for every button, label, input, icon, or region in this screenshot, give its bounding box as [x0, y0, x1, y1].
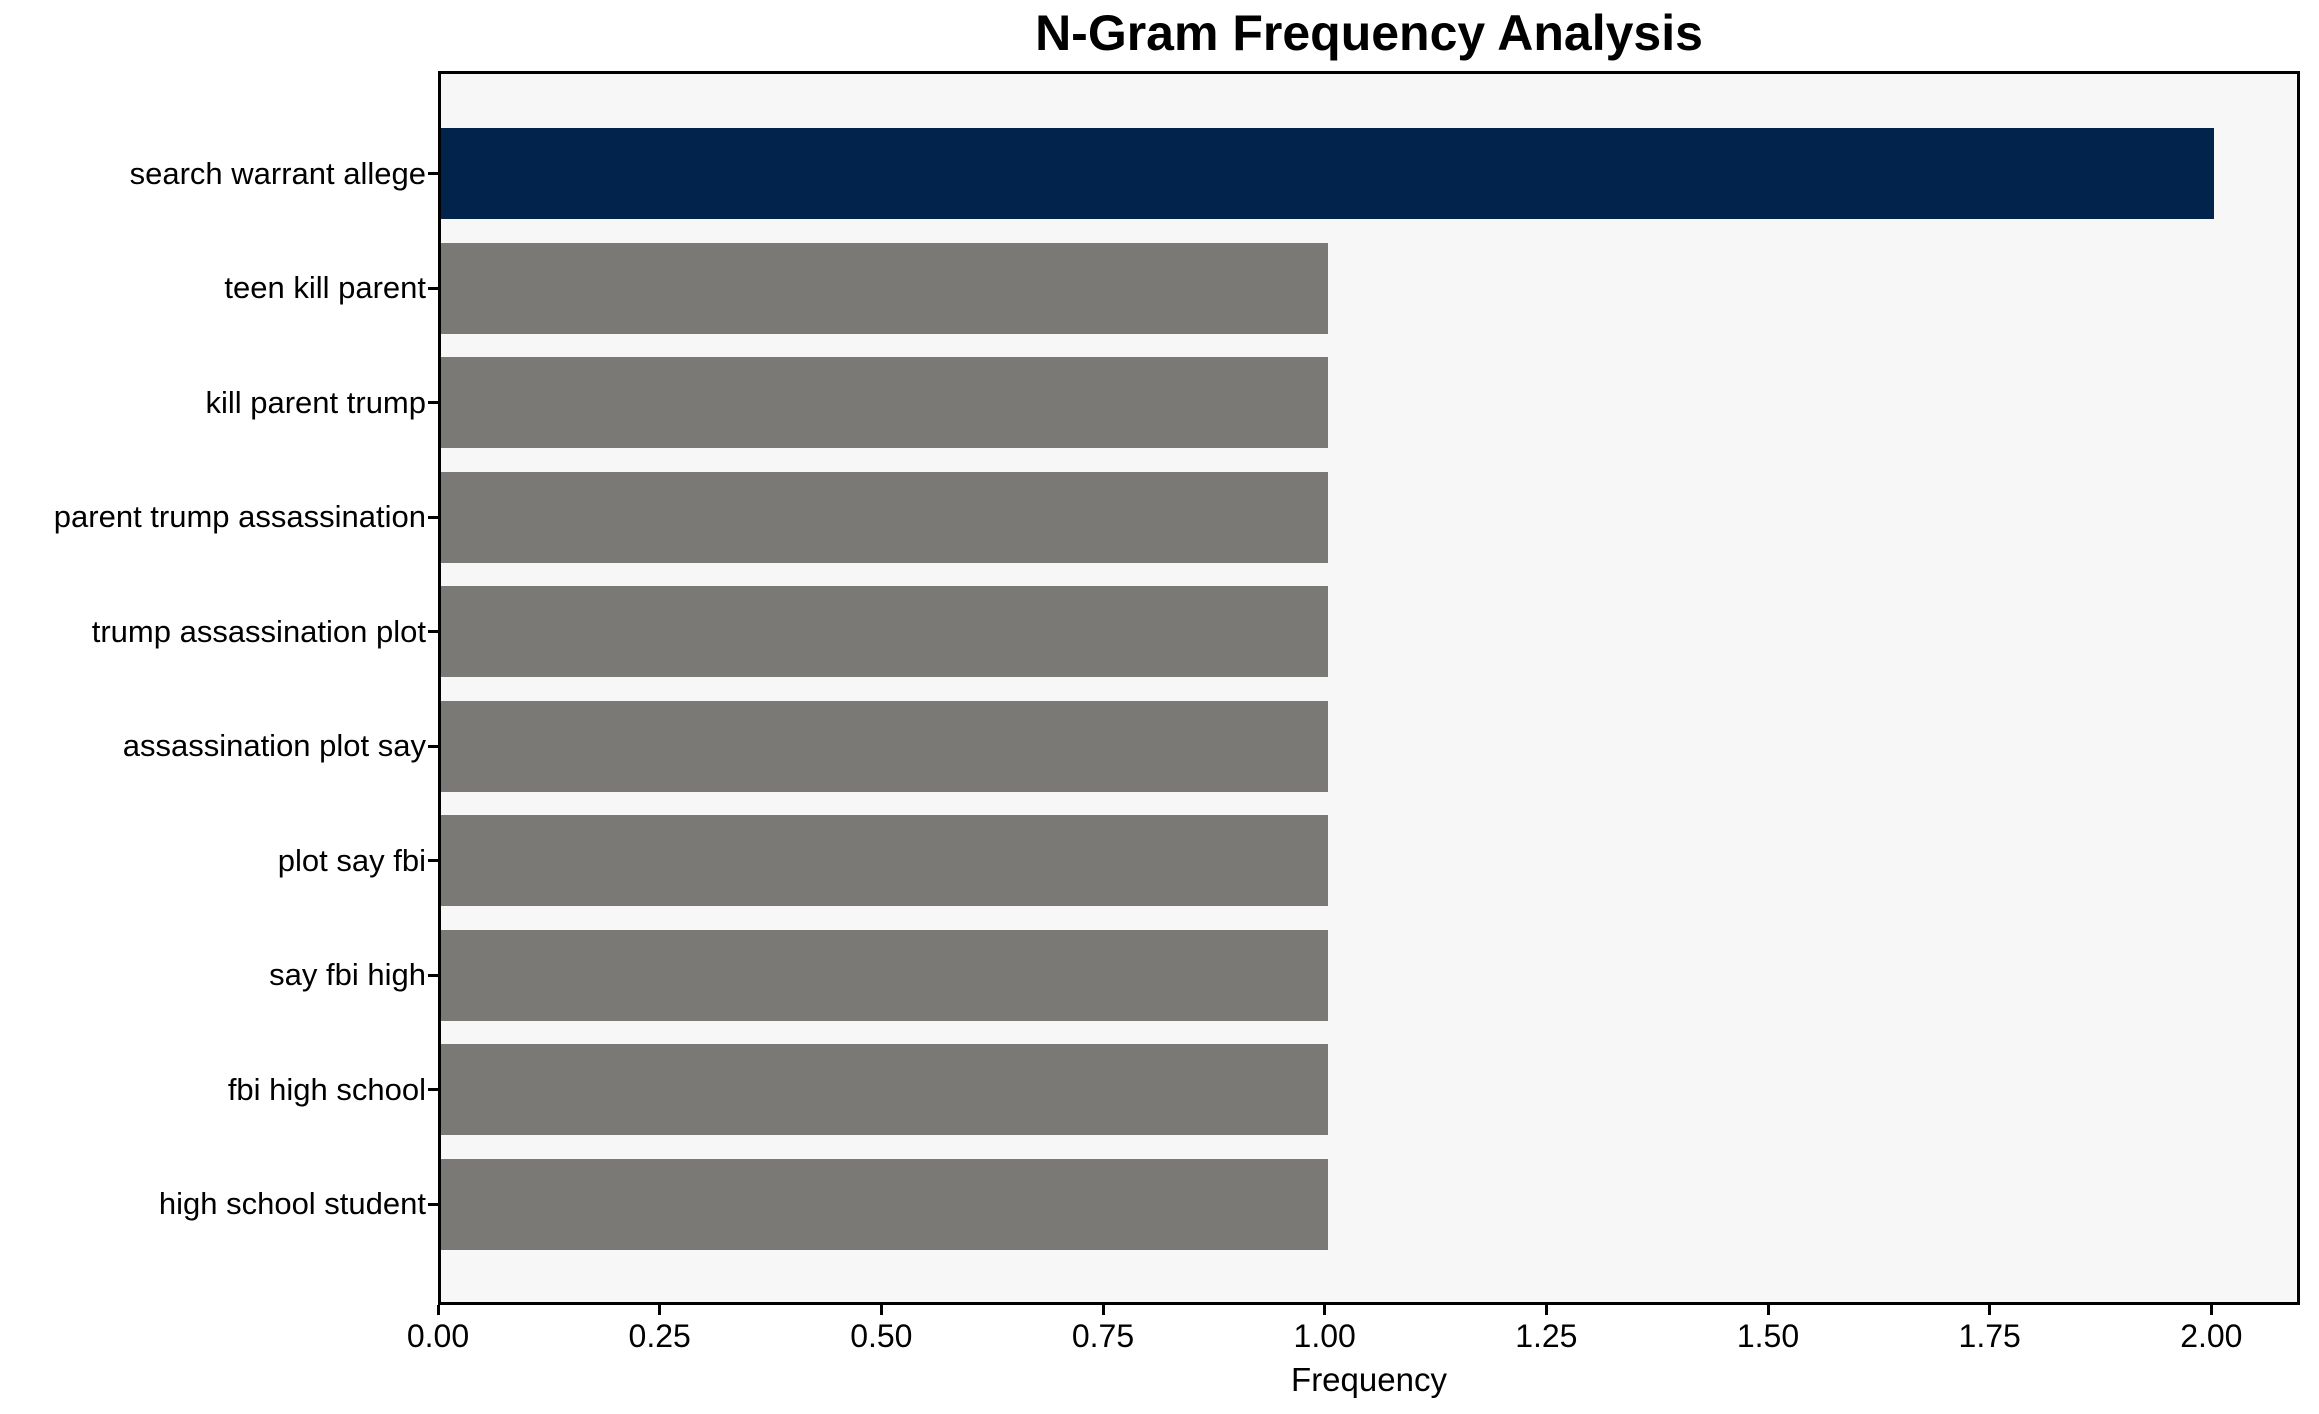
x-tick-label: 0.75 — [1071, 1318, 1135, 1354]
x-tick-label: 1.50 — [1736, 1318, 1800, 1354]
y-axis-label: say fbi high — [269, 957, 426, 992]
y-axis-label: plot say fbi — [277, 842, 426, 878]
x-tick-label: 1.75 — [1958, 1318, 2021, 1354]
x-tick — [1766, 1305, 1770, 1315]
x-tick — [2209, 1305, 2213, 1315]
bar-search-warrant-allege — [441, 128, 2214, 219]
y-tick — [428, 630, 438, 633]
x-tick — [436, 1305, 440, 1315]
bar-teen-kill-parent — [441, 242, 1328, 334]
y-tick — [428, 1088, 438, 1091]
y-tick — [428, 744, 438, 748]
y-tick — [428, 286, 438, 290]
y-axis-label: kill parent trump — [205, 384, 426, 420]
x-tick-label: 1.00 — [1293, 1318, 1356, 1354]
y-tick — [428, 401, 438, 404]
y-tick — [428, 859, 438, 862]
y-tick — [428, 1202, 438, 1206]
x-tick — [879, 1305, 883, 1315]
plot-area — [438, 71, 2300, 1305]
x-tick — [1101, 1305, 1105, 1315]
x-tick-label: 2.00 — [2180, 1318, 2243, 1354]
y-axis-label: high school student — [158, 1186, 426, 1221]
x-tick-label: 1.25 — [1515, 1318, 1578, 1354]
x-tick-label: 0.25 — [628, 1318, 691, 1354]
x-tick — [1988, 1305, 1992, 1315]
bar-parent-trump-assassination — [441, 471, 1328, 563]
x-axis-label: Frequency — [1291, 1361, 1447, 1398]
y-axis-label: trump assassination plot — [91, 613, 426, 649]
y-tick — [428, 515, 438, 519]
y-tick — [428, 973, 438, 977]
y-axis-label: parent trump assassination — [53, 499, 426, 534]
y-axis-label: search warrant allege — [129, 155, 426, 191]
x-tick — [1544, 1305, 1548, 1315]
chart-title: N-Gram Frequency Analysis — [1035, 5, 1703, 61]
x-tick — [658, 1305, 662, 1315]
x-tick — [1323, 1305, 1327, 1315]
x-tick-label: 0.00 — [406, 1318, 470, 1354]
bar-say-fbi-high — [441, 929, 1328, 1021]
bar-high-school-student — [441, 1158, 1328, 1250]
x-tick-label: 0.50 — [850, 1318, 913, 1354]
bar-fbi-high-school — [441, 1044, 1328, 1135]
bar-assassination-plot-say — [441, 700, 1328, 792]
bar-plot-say-fbi — [441, 815, 1328, 906]
y-axis-label: assassination plot say — [122, 728, 426, 763]
bar-kill-parent-trump — [441, 357, 1328, 448]
y-tick — [428, 172, 438, 175]
bar-trump-assassination-plot — [441, 586, 1328, 677]
y-axis-label: teen kill parent — [224, 270, 426, 305]
y-axis-label: fbi high school — [227, 1071, 426, 1107]
